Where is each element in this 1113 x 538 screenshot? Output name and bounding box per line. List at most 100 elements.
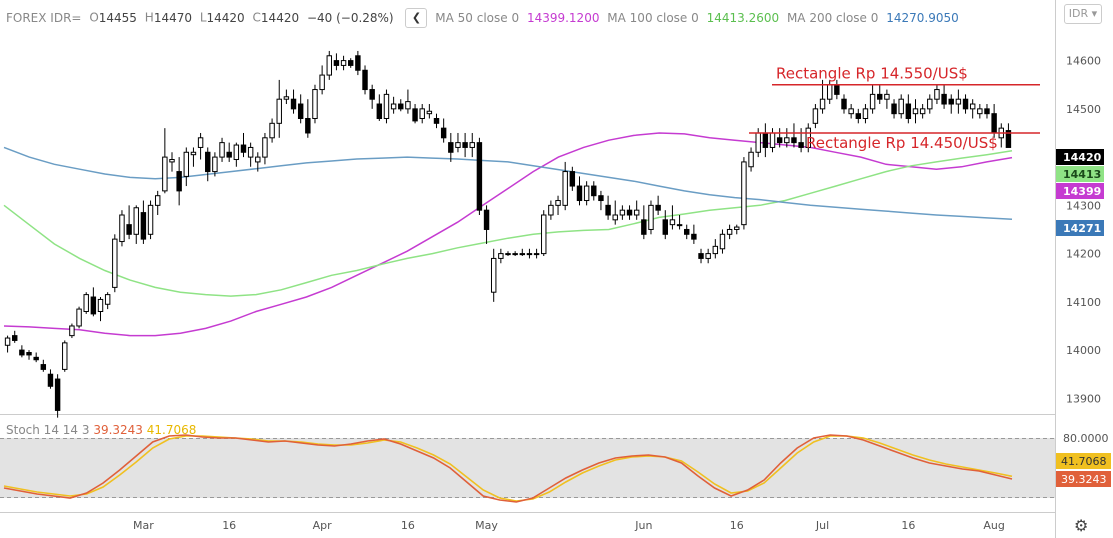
- candle: [841, 94, 847, 114]
- candle-body-down: [798, 142, 804, 148]
- candle: [54, 374, 61, 418]
- candle-body-down: [54, 378, 61, 411]
- candle-body-up: [233, 144, 240, 161]
- candle-body-up: [69, 325, 75, 337]
- rectangle-annotations: Rectangle Rp 14.550/US$ Rectangle Rp 14.4…: [749, 65, 1040, 152]
- price-tick-label: 14000: [1066, 344, 1101, 357]
- price-badge: [1056, 183, 1104, 199]
- candle: [212, 152, 218, 177]
- candle-body-up: [898, 98, 904, 115]
- candle-body-down: [412, 108, 418, 122]
- candle: [383, 89, 390, 124]
- candle-body-down: [662, 219, 668, 235]
- candle-body-up: [219, 142, 225, 158]
- candle: [848, 104, 854, 119]
- candle-body-down: [962, 98, 969, 110]
- candle-body-up: [97, 298, 104, 312]
- time-tick-label: Apr: [313, 519, 333, 532]
- candle: [26, 350, 32, 360]
- candle-body-up: [812, 108, 819, 124]
- candle: [812, 104, 819, 129]
- candle-body-down: [605, 204, 611, 216]
- rectangle-label: Rectangle Rp 14.450/US$: [806, 134, 998, 152]
- candle-body-up: [505, 253, 511, 256]
- candle: [176, 157, 182, 206]
- candle-body-up: [169, 159, 175, 163]
- candle-body-up: [934, 89, 940, 100]
- time-tick-label: May: [475, 519, 498, 532]
- candle: [376, 94, 383, 121]
- ma50-line: [3, 132, 1013, 337]
- candle: [119, 210, 125, 247]
- candle-body-up: [405, 101, 411, 110]
- candle: [69, 323, 75, 339]
- candle: [312, 84, 318, 124]
- candle: [741, 157, 747, 230]
- ma100-label[interactable]: MA 100 close 0: [607, 10, 699, 25]
- candle: [612, 200, 618, 225]
- price-axis[interactable]: 1460014500144001430014200141001400013900…: [1056, 55, 1111, 487]
- candle-body-down: [19, 349, 25, 356]
- price-tick-label: 13900: [1066, 392, 1101, 405]
- candle-body-down: [655, 204, 661, 211]
- candle: [219, 137, 225, 162]
- candle-body-up: [526, 253, 533, 256]
- candle: [655, 195, 661, 215]
- candle: [405, 89, 411, 114]
- candle: [190, 147, 197, 167]
- stoch-badge-label: 41.7068: [1061, 455, 1107, 468]
- candle: [748, 147, 754, 172]
- currency-button[interactable]: IDR ▾: [1064, 4, 1102, 24]
- candle: [555, 195, 561, 215]
- candle: [648, 200, 654, 235]
- candle: [440, 118, 447, 143]
- candle: [340, 55, 347, 71]
- candle-body-down: [576, 185, 583, 202]
- candle: [240, 132, 247, 158]
- price-badge-label: 14271: [1063, 222, 1101, 235]
- close-value: 14420: [260, 10, 300, 25]
- time-tick-label: Mar: [133, 519, 154, 532]
- candle-body-up: [826, 84, 833, 100]
- symbol-name[interactable]: FOREX IDR=: [6, 10, 82, 25]
- candle-body-down: [776, 137, 783, 144]
- candle-body-up: [755, 132, 761, 153]
- candle: [712, 239, 719, 259]
- ma200-label[interactable]: MA 200 close 0: [786, 10, 879, 25]
- candle-body-up: [548, 204, 554, 216]
- candle-body-down: [626, 209, 633, 216]
- candle-body-up: [319, 74, 325, 91]
- candle: [169, 152, 175, 172]
- time-axis[interactable]: Mar 16 Apr 16 May Jun 16 Jul 16 Aug: [133, 519, 1005, 532]
- candle: [333, 53, 340, 71]
- ma100-line: [3, 150, 1013, 297]
- gear-icon[interactable]: ⚙: [1074, 516, 1089, 535]
- candle: [726, 224, 733, 240]
- ma200-line: [3, 146, 1013, 221]
- candle-body-down: [941, 93, 947, 105]
- candle: [934, 84, 940, 105]
- candle-body-down: [641, 219, 647, 235]
- candle-body-down: [684, 228, 690, 235]
- candle: [62, 340, 68, 372]
- candle: [255, 152, 261, 172]
- candle-body-up: [4, 337, 11, 346]
- candle-body-up: [862, 108, 869, 119]
- candle: [719, 229, 726, 254]
- candle-body-up: [276, 98, 282, 124]
- candle-body-up: [83, 294, 89, 312]
- candle-body-down: [433, 118, 440, 124]
- stoch-label[interactable]: Stoch 14 14 3: [6, 423, 90, 437]
- candle-body-up: [555, 200, 561, 206]
- candle: [583, 181, 590, 206]
- chevron-left-icon[interactable]: ❮: [405, 8, 428, 28]
- candle: [619, 205, 626, 220]
- candle-body-up: [919, 108, 926, 115]
- ma50-label[interactable]: MA 50 close 0: [435, 10, 520, 25]
- candle: [276, 79, 282, 138]
- candle: [247, 142, 254, 167]
- candle-body-up: [255, 156, 261, 163]
- candle: [498, 248, 504, 264]
- time-tick-label: 16: [222, 519, 236, 532]
